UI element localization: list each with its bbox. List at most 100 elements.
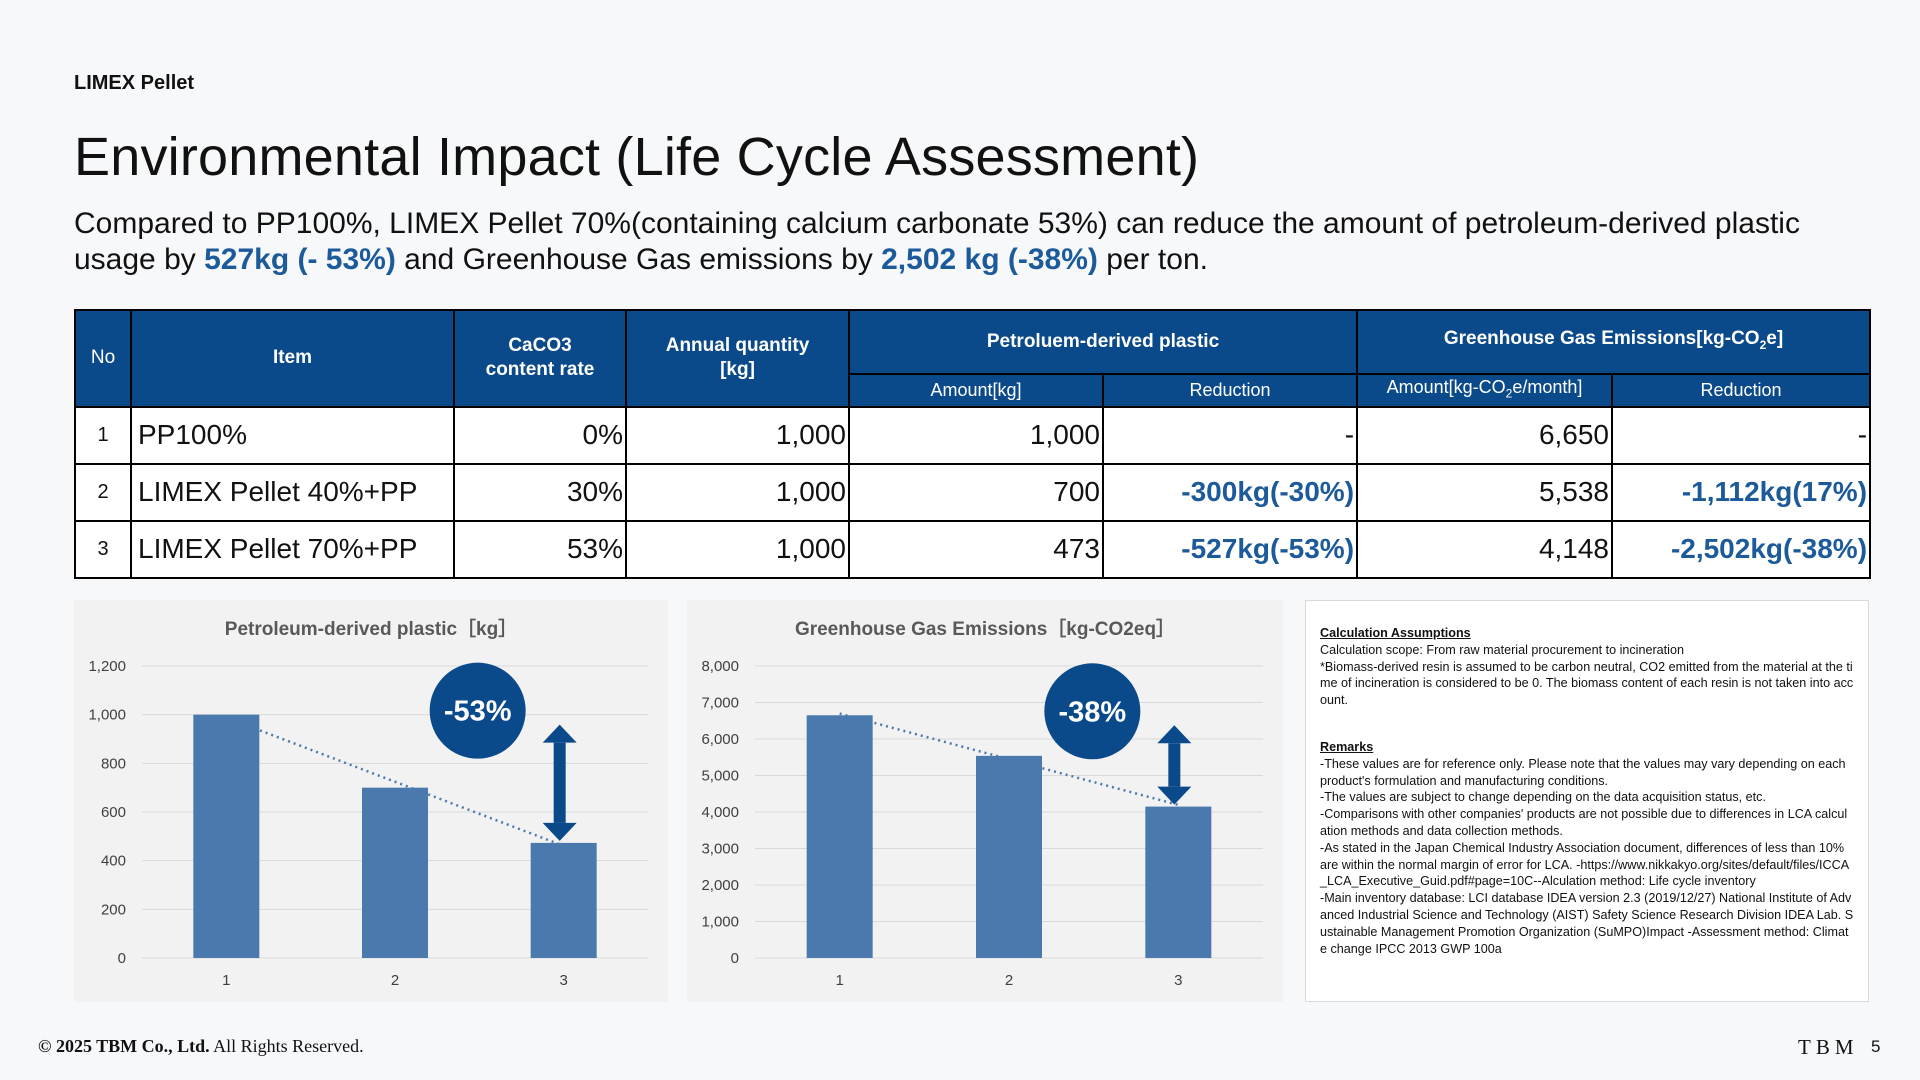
y-tick-label: 5,000 [701,768,739,785]
col-header-ghg-amount: Amount[kg-CO2e/month] [1356,373,1614,408]
copyright: © 2025 TBM Co., Ltd. All Rights Reserved… [38,1036,364,1057]
col-header-petro-reduction: Reduction [1101,373,1359,408]
trendline [839,712,1179,807]
cell-no: 1 [74,405,132,465]
bar [1145,806,1212,958]
y-tick-label: 8,000 [701,658,739,675]
arrow-head-down [542,822,577,841]
assumption-line: Calculation scope: From raw material pro… [1320,642,1684,657]
y-tick-label: 0 [731,950,739,967]
reduction-badge-label: -53% [444,696,512,728]
arrow-head-down [1157,786,1192,805]
x-tick-label: 1 [222,972,230,989]
arrow-head-up [542,724,577,743]
trendline [225,716,565,848]
y-tick-label: 1,200 [88,658,126,675]
lead-highlight-ghg: 2,502 kg (-38%) [881,243,1098,276]
chart-title: Greenhouse Gas Emissions［kg-CO2eq］ [795,617,1175,640]
col-header-caco3: CaCO3 content rate [453,309,627,408]
y-tick-label: 1,000 [701,914,739,931]
x-tick-label: 1 [835,972,843,989]
y-tick-label: 800 [101,755,126,772]
lead-part-2: and Greenhouse Gas emissions by [395,243,882,276]
col-header-no: No [74,309,132,408]
notes-panel: Calculation Assumptions Calculation scop… [1305,600,1869,1002]
remark-line: -Comparisons with other companies' produ… [1320,807,1848,838]
cell-ghg-reduction: - [1611,405,1872,465]
arrow-head-up [1157,725,1192,744]
reduction-badge [1044,663,1141,760]
cell-petro-amount: 700 [848,462,1104,522]
cell-ghg-amount: 4,148 [1356,519,1614,579]
remark-line: -These values are for reference only. Pl… [1320,756,1846,788]
y-tick-label: 200 [101,901,126,918]
cell-item: LIMEX Pellet 70%+PP [130,519,455,579]
remarks-title: Remarks [1320,739,1374,754]
cell-petro-reduction: -527kg(-53%) [1101,519,1359,579]
reduction-badge-label: -38% [1058,696,1126,728]
col-group-ghg: Greenhouse Gas Emissions[kg-CO2e] [1356,309,1872,375]
y-tick-label: 4,000 [701,804,739,821]
cell-caco3: 0% [453,405,627,465]
table-row: 3 LIMEX Pellet 70%+PP 53% 1,000 473 -527… [74,519,1872,579]
arrow-shaft [553,742,566,823]
cell-ghg-reduction: -1,112kg(17%) [1611,462,1872,522]
remark-line: -The values are subject to change depend… [1320,790,1766,805]
x-tick-label: 3 [559,972,567,989]
cell-petro-reduction: -300kg(-30%) [1101,462,1359,522]
y-tick-label: 7,000 [701,695,739,712]
chart-petroleum-plastic: Petroleum-derived plastic［kg］ 0 200 400 600 8… [74,600,668,1002]
lead-text: Compared to PP100%, LIMEX Pellet 70%(con… [74,206,1864,278]
lca-table: No Item CaCO3 content rate Annual quantit… [74,309,1872,579]
remark-line: -Main inventory database: LCI database I… [1320,891,1854,956]
col-header-ghg-reduction: Reduction [1611,373,1872,408]
lead-part-1: Compared to PP100%, LIMEX Pellet 70%(con… [74,207,1800,276]
table-row: 1 PP100% 0% 1,000 1,000 - 6,650 - [74,405,1872,465]
bar [976,755,1042,958]
x-tick-label: 2 [1005,972,1013,989]
bar [362,787,428,958]
remark-line: -As stated in the Japan Chemical Industr… [1320,840,1850,889]
cell-petro-amount: 1,000 [848,405,1104,465]
cell-caco3: 53% [453,519,627,579]
cell-annual: 1,000 [625,462,850,522]
cell-annual: 1,000 [625,405,850,465]
lead-part-3: per ton. [1097,243,1208,276]
cell-ghg-reduction: -2,502kg(-38%) [1611,519,1872,579]
cell-petro-reduction: - [1101,405,1359,465]
assumptions-title: Calculation Assumptions [1320,626,1471,640]
chart-ghg-emissions: Greenhouse Gas Emissions［kg-CO2eq］ 0 1,000… [687,600,1283,1002]
page-number: 5 [1871,1037,1881,1056]
copyright-rights: All Rights Reserved. [209,1036,364,1056]
y-tick-label: 3,000 [701,841,739,858]
cell-ghg-amount: 6,650 [1356,405,1614,465]
table-row: 2 LIMEX Pellet 40%+PP 30% 1,000 700 -300… [74,462,1872,522]
cell-petro-amount: 473 [848,519,1104,579]
bar [530,842,597,958]
bar [806,715,873,958]
col-group-petro: Petroluem-derived plastic [847,309,1359,375]
chart-title: Petroleum-derived plastic［kg］ [225,617,517,640]
chart-petroleum-plastic-svg: Petroleum-derived plastic［kg］ 0 200 400 600 8… [88,617,648,989]
bar [193,714,260,958]
cell-no: 2 [74,462,132,522]
cell-item: PP100% [130,405,455,465]
lead-highlight-plastic: 527kg (- 53%) [204,243,396,276]
cell-ghg-amount: 5,538 [1356,462,1614,522]
y-tick-label: 400 [101,853,126,870]
cell-no: 3 [74,519,132,579]
x-tick-label: 2 [391,972,399,989]
y-tick-label: 6,000 [701,731,739,748]
assumption-line: *Biomass-derived resin is assumed to be … [1320,659,1854,708]
x-tick-label: 3 [1174,972,1182,989]
cell-item: LIMEX Pellet 40%+PP [130,462,455,522]
y-tick-label: 2,000 [701,877,739,894]
tbm-logo: TBM [1798,1035,1859,1059]
reduction-badge [429,662,526,759]
cell-annual: 1,000 [625,519,850,579]
section-label: LIMEX Pellet [74,72,195,94]
col-header-item: Item [130,309,455,408]
y-tick-label: 1,000 [88,707,126,724]
arrow-shaft [1168,743,1181,787]
cell-caco3: 30% [453,462,627,522]
